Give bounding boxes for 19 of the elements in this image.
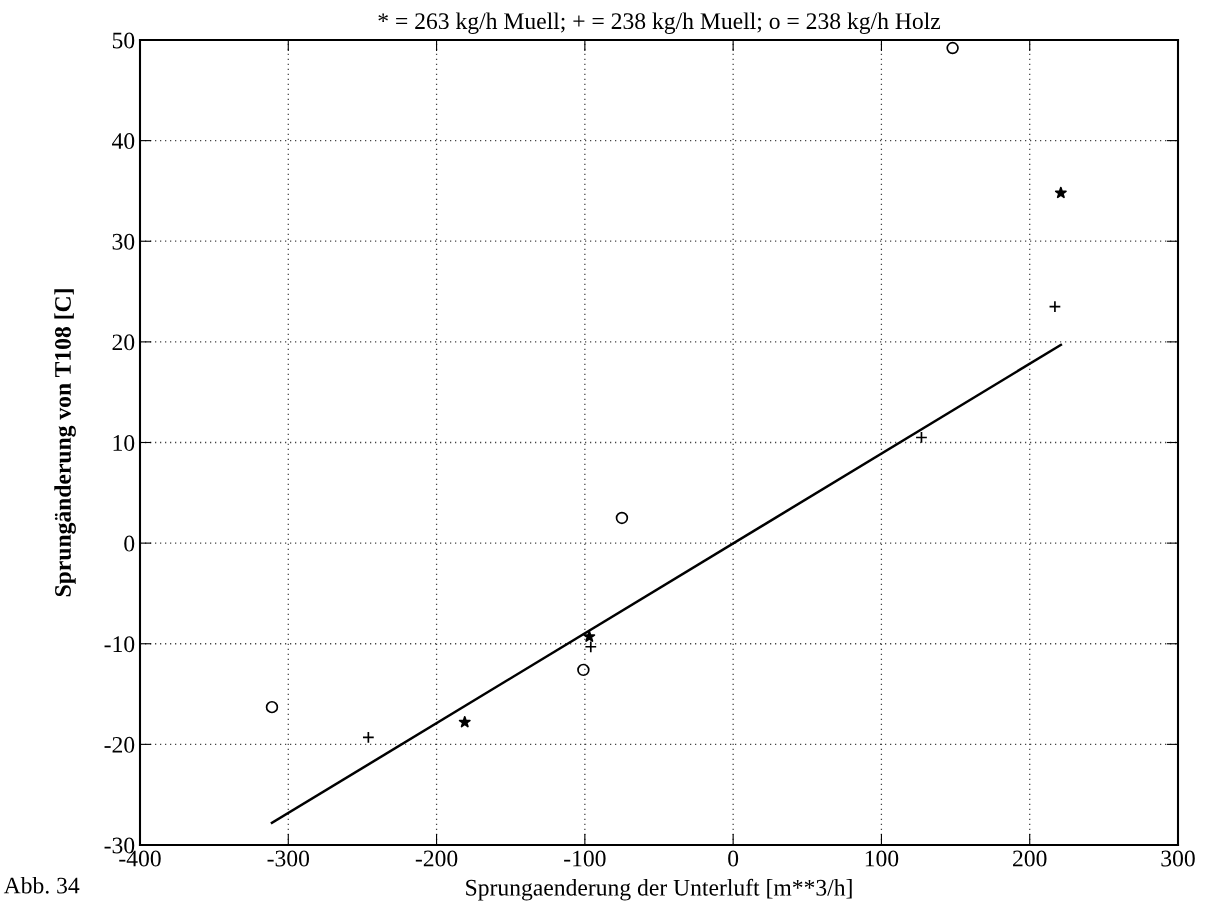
y-axis-title: Sprungänderung von T108 [C] <box>54 289 76 597</box>
x-tick-label: -100 <box>564 850 606 867</box>
x-axis-title: Sprungaenderung der Unterluft [m**3/h] <box>466 878 852 901</box>
x-tick-label: -200 <box>415 850 458 867</box>
y-tick-label: -20 <box>104 736 135 753</box>
caption: Abb. 34 <box>3 876 80 894</box>
y-tick-label: 30 <box>112 233 135 250</box>
x-tick-label: 300 <box>1161 850 1195 867</box>
y-tick-label: 0 <box>124 535 135 552</box>
x-tick-label: 0 <box>728 850 739 867</box>
y-tick-label: 40 <box>111 133 135 150</box>
x-tick-label: 200 <box>1013 850 1047 867</box>
chart-title: * = 263 kg/h Muell; + = 238 kg/h Muell; o = 238 kg/h Holz <box>378 12 941 34</box>
y-tick-label: -10 <box>104 636 135 653</box>
x-tick-label: 100 <box>865 850 899 867</box>
y-tick-label: 10 <box>113 434 135 451</box>
y-tick-label: 20 <box>112 334 135 351</box>
x-tick-label: -300 <box>267 850 310 867</box>
y-tick-label: 50 <box>112 32 135 49</box>
